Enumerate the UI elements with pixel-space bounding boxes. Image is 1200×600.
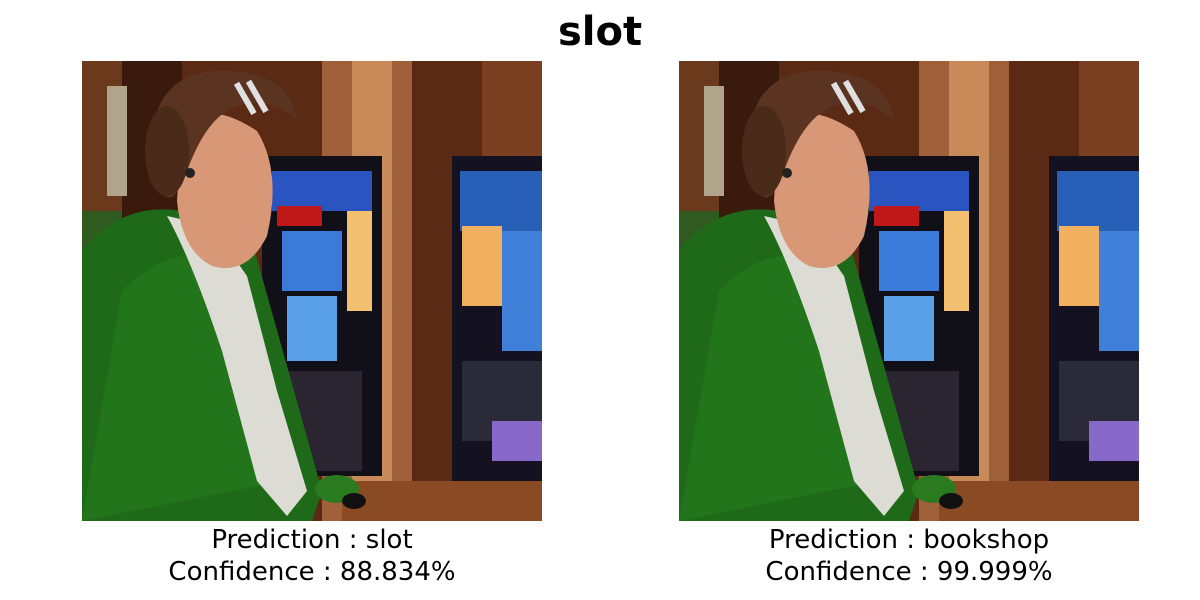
figure-title: slot [557,9,643,55]
caption-adversarial: Prediction : bookshop Confidence : 99.99… [679,524,1139,588]
prediction-label: Prediction : slot [211,525,413,555]
caption-original: Prediction : slot Confidence : 88.834% [82,524,542,588]
original-photo [82,61,542,521]
adversarial-photo [679,61,1139,521]
confidence-label: Confidence : 99.999% [765,557,1053,587]
panel-adversarial: Prediction : bookshop Confidence : 99.99… [679,61,1139,588]
panel-original: Prediction : slot Confidence : 88.834% [82,61,542,588]
prediction-label: Prediction : bookshop [768,525,1050,555]
confidence-label: Confidence : 88.834% [168,557,456,587]
